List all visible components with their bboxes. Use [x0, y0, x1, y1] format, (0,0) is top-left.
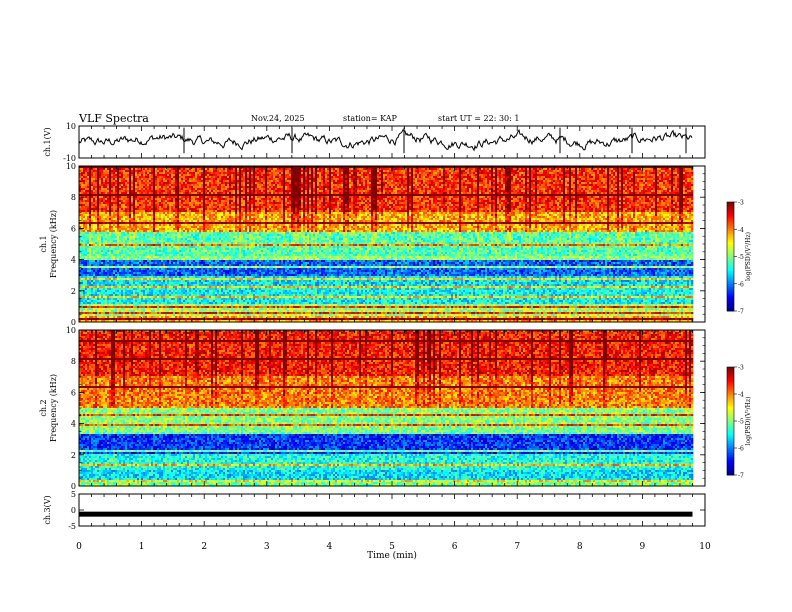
date-label: Nov.24, 2025 — [251, 114, 305, 123]
xtick-label: 4 — [327, 542, 333, 552]
xtick-label: 10 — [699, 542, 711, 552]
ch1-spec-ylabel-1: ch.1 — [39, 235, 48, 252]
ytick-label: 10 — [66, 122, 76, 131]
ch3-ylabel: ch.3(V) — [43, 495, 52, 524]
colorbar-tick-label: -6 — [738, 281, 744, 288]
colorbar-tick-label: -3 — [738, 365, 744, 372]
ytick-label: 10 — [66, 162, 76, 171]
ytick-label: 0 — [71, 506, 76, 515]
ch1-waveform-line — [78, 128, 693, 152]
colorbar-tick-label: -3 — [738, 200, 744, 207]
colorbar-tick-label: -6 — [738, 446, 744, 453]
start-time-label: start UT = 22: 30: 1 — [438, 114, 519, 123]
xtick-label: 0 — [76, 542, 82, 552]
ytick-label: 4 — [71, 256, 76, 265]
ch2-spec-ylabel-1: ch.2 — [39, 399, 48, 416]
ch1-ylabel: ch.1(V) — [43, 127, 52, 156]
colorbar-1 — [726, 201, 737, 312]
colorbar-tick-label: -7 — [738, 309, 744, 316]
xtick-label: 3 — [264, 542, 270, 552]
colorbar-tick-label: -5 — [738, 419, 744, 426]
ch2-spectrogram-image — [79, 330, 694, 487]
ch3-waveform-band — [79, 511, 693, 517]
ytick-label: 6 — [71, 224, 76, 233]
xtick-label: 6 — [452, 542, 458, 552]
ytick-label: 0 — [71, 318, 76, 327]
ytick-label: 2 — [71, 287, 76, 296]
ytick-label: 5 — [71, 490, 76, 499]
colorbar-tick-label: -5 — [738, 254, 744, 261]
chart-title: VLF Spectra — [79, 112, 149, 125]
ch1-spec-ylabel-2: Frequency (kHz) — [49, 210, 58, 278]
ytick-label: 6 — [71, 388, 76, 397]
ch1-spectrogram-image — [79, 166, 694, 323]
colorbar-tick-label: -4 — [738, 227, 744, 234]
ytick-label: 8 — [71, 357, 76, 366]
ytick-label: 0 — [71, 482, 76, 491]
x-axis-title: Time (min) — [367, 550, 417, 561]
station-label: station= KAP — [343, 114, 397, 123]
colorbar-tick-label: -4 — [738, 392, 744, 399]
ytick-label: 8 — [71, 193, 76, 202]
xtick-label: 7 — [514, 542, 520, 552]
colorbar-tick-label: -7 — [738, 473, 744, 480]
colorbar-label: log(PSD)(V²/Hz) — [745, 232, 752, 281]
xtick-label: 9 — [640, 542, 646, 552]
xtick-label: 8 — [577, 542, 583, 552]
ytick-label: -10 — [63, 154, 76, 163]
xtick-label: 2 — [201, 542, 207, 552]
ytick-label: 10 — [66, 326, 76, 335]
colorbar-2 — [726, 366, 737, 476]
xtick-label: 1 — [139, 542, 145, 552]
colorbar-label: log(PSD)(V²/Hz) — [745, 397, 752, 446]
ch2-spec-ylabel-2: Frequency (kHz) — [49, 374, 58, 442]
ytick-label: 2 — [71, 451, 76, 460]
ytick-label: 4 — [71, 420, 76, 429]
ytick-label: -5 — [68, 522, 76, 531]
xtick-label: 5 — [389, 542, 395, 552]
